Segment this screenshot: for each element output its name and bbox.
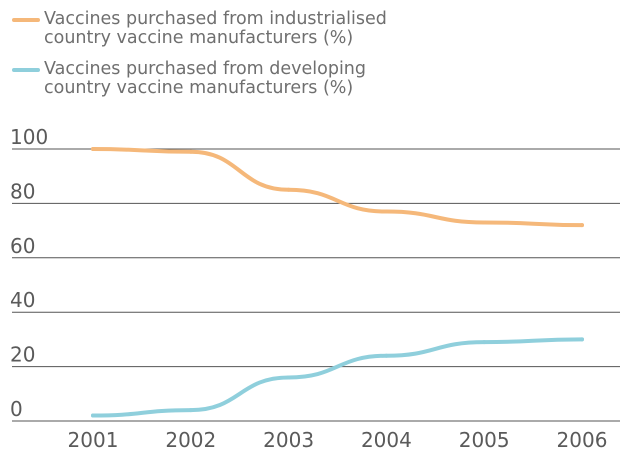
point-developing-2006 — [580, 337, 584, 342]
legend-item-industrialised: Vaccines purchased from industrialised c… — [12, 10, 572, 48]
point-developing-2003 — [286, 375, 291, 380]
legend-label-industrialised: Vaccines purchased from industrialised c… — [44, 9, 387, 48]
x-tick-label: 2005 — [459, 428, 510, 452]
y-tick-label: 100 — [10, 125, 48, 149]
y-tick-label: 20 — [10, 343, 35, 367]
x-tick-label: 2003 — [263, 428, 314, 452]
x-tick-label: 2001 — [68, 428, 119, 452]
point-industrialised-2002 — [188, 149, 193, 154]
legend-swatch-industrialised — [12, 18, 40, 22]
point-industrialised-2006 — [580, 223, 584, 228]
y-tick-label: 40 — [10, 288, 35, 312]
x-tick-label: 2002 — [165, 428, 216, 452]
legend-swatch-developing — [12, 68, 40, 72]
point-industrialised-2001 — [91, 147, 95, 151]
point-developing-2001 — [91, 413, 95, 418]
point-developing-2002 — [188, 408, 193, 413]
y-tick-label: 60 — [10, 234, 35, 258]
series-line-developing — [91, 337, 584, 418]
y-tick-label: 0 — [10, 397, 23, 421]
legend-item-developing: Vaccines purchased from developing count… — [12, 60, 572, 98]
legend: Vaccines purchased from industrialised c… — [12, 10, 572, 110]
legend-label-developing: Vaccines purchased from developing count… — [44, 59, 367, 98]
point-industrialised-2003 — [286, 187, 291, 192]
x-tick-label: 2004 — [361, 428, 412, 452]
y-tick-label: 80 — [10, 179, 35, 203]
point-developing-2005 — [482, 340, 487, 345]
point-industrialised-2004 — [384, 209, 389, 214]
series-line-industrialised — [91, 147, 584, 228]
point-developing-2004 — [384, 353, 389, 358]
point-industrialised-2005 — [482, 220, 487, 225]
x-tick-label: 2006 — [557, 428, 608, 452]
